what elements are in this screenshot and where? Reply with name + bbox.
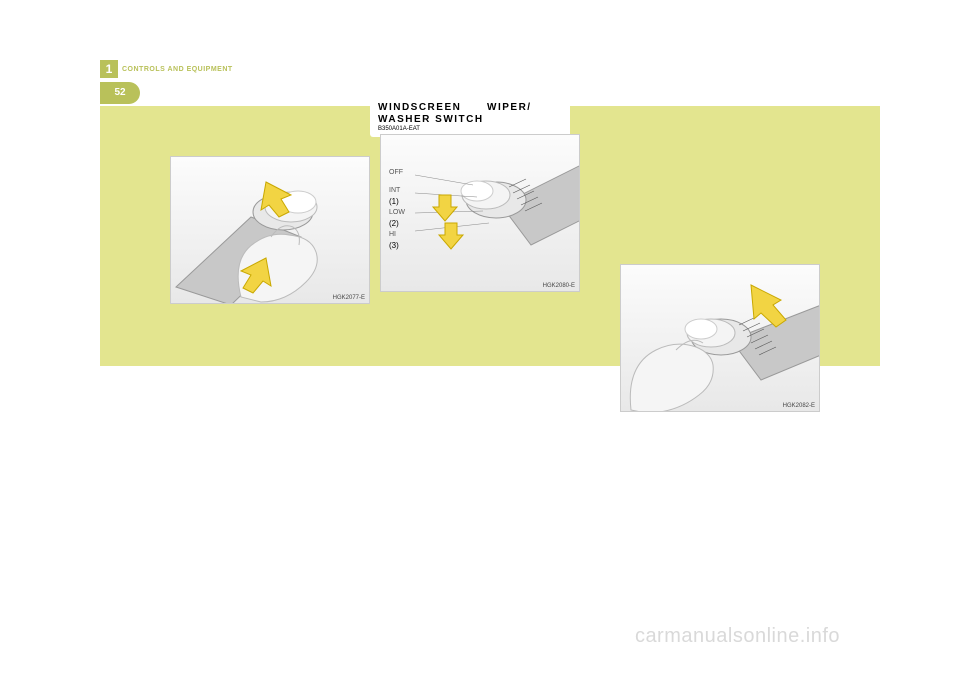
header-row: 1 CONTROLS AND EQUIPMENT [100, 60, 880, 78]
chapter-badge: 1 [100, 60, 118, 78]
heading-word-2: WIPER/ [487, 102, 532, 113]
figure-wiper-positions: OFF INT (1) LOW (2) HI (3) HGK2080-E [380, 134, 580, 292]
pos-label-2: (2) [389, 219, 399, 228]
heading-word-1: WINDSCREEN [378, 102, 461, 113]
pos-label-1: (1) [389, 197, 399, 206]
manual-page: 1 CONTROLS AND EQUIPMENT 52 WINDSCREEN W… [100, 60, 880, 366]
figure-code: HGK2080-E [543, 283, 575, 289]
heading-word-3: WASHER SWITCH [378, 114, 484, 125]
pos-label-int: INT [389, 187, 400, 194]
figure-code: HGK2077-E [333, 295, 365, 301]
content-banner: WINDSCREEN WIPER/ WASHER SWITCH B350A01A… [100, 106, 880, 366]
pos-label-low: LOW [389, 209, 405, 216]
pos-label-hi: HI [389, 231, 396, 238]
pos-label-off: OFF [389, 169, 403, 176]
figure-stalk-push: HGK2082-E [620, 264, 820, 412]
pos-label-3: (3) [389, 241, 399, 250]
heading-code: B350A01A-EAT [378, 126, 562, 133]
topic-heading: WINDSCREEN WIPER/ WASHER SWITCH B350A01A… [370, 98, 570, 137]
figure-code: HGK2082-E [783, 403, 815, 409]
section-title: CONTROLS AND EQUIPMENT [122, 66, 233, 73]
figure-stalk-rotate: HGK2077-E [170, 156, 370, 304]
page-number-tab: 52 [100, 82, 140, 104]
watermark: carmanualsonline.info [635, 625, 840, 648]
